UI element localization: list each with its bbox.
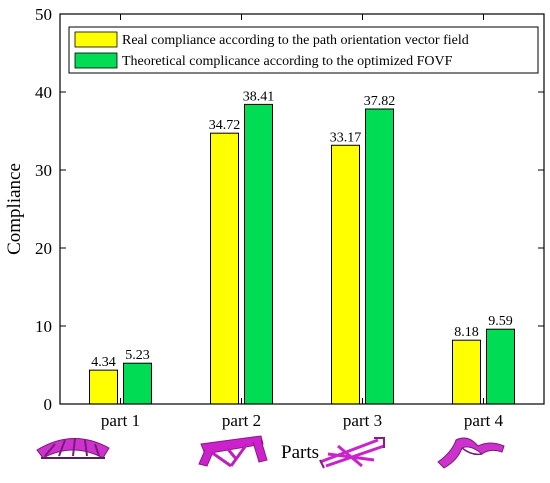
y-tick-label: 10: [35, 317, 52, 336]
data-label-theoretical-4: 9.59: [488, 314, 513, 329]
y-axis-label: Compliance: [4, 163, 25, 255]
legend-box: [68, 26, 539, 74]
plot-frame: [59, 13, 545, 405]
x-tick-label: part 4: [464, 411, 504, 430]
part-4-thumbnail: [437, 437, 505, 469]
y-tick-label: 30: [35, 161, 52, 180]
bar-theoretical-1: [123, 362, 152, 405]
y-tick-label: 20: [35, 239, 52, 258]
data-label-real-4: 8.18: [454, 325, 479, 340]
data-label-real-3: 33.17: [330, 130, 362, 145]
data-label-real-1: 4.34: [91, 355, 116, 370]
data-label-theoretical-3: 37.82: [364, 94, 396, 109]
bar-real-1: [89, 369, 118, 405]
y-tick-label: 0: [44, 395, 53, 414]
legend-entry-real: Real compliance according to the path or…: [122, 33, 469, 48]
part-2-thumbnail: [198, 435, 268, 468]
legend: Real compliance according to the path or…: [68, 26, 539, 74]
y-tick-label: 50: [35, 5, 52, 24]
bar-theoretical-4: [486, 328, 515, 405]
plot-area-background: [60, 14, 544, 404]
x-tick-label: part 2: [222, 411, 261, 430]
bar-theoretical-3: [365, 108, 394, 405]
legend-swatch-theoretical: [74, 52, 118, 69]
bar-real-3: [331, 144, 360, 405]
x-tick-label: part 1: [101, 411, 140, 430]
x-tick-label: part 3: [343, 411, 382, 430]
x-axis-ticks: part 1 part 2 part 3 part 4: [101, 14, 504, 430]
part-1-thumbnail: [36, 437, 110, 459]
legend-entry-theoretical: Theoretical complicance according to the…: [122, 54, 453, 69]
data-label-theoretical-2: 38.41: [243, 89, 275, 104]
part-3-thumbnail: [319, 437, 385, 469]
bars-layer: [89, 103, 515, 405]
x-axis-label: Parts: [281, 442, 319, 463]
bar-real-4: [452, 339, 481, 405]
legend-swatch-real: [74, 31, 118, 48]
bar-theoretical-2: [244, 103, 273, 405]
bar-real-2: [210, 132, 239, 405]
data-label-theoretical-1: 5.23: [125, 348, 150, 363]
y-axis-ticks: 0 10 20 30 40 50: [35, 5, 544, 414]
data-label-real-2: 34.72: [209, 118, 241, 133]
y-tick-label: 40: [35, 83, 52, 102]
